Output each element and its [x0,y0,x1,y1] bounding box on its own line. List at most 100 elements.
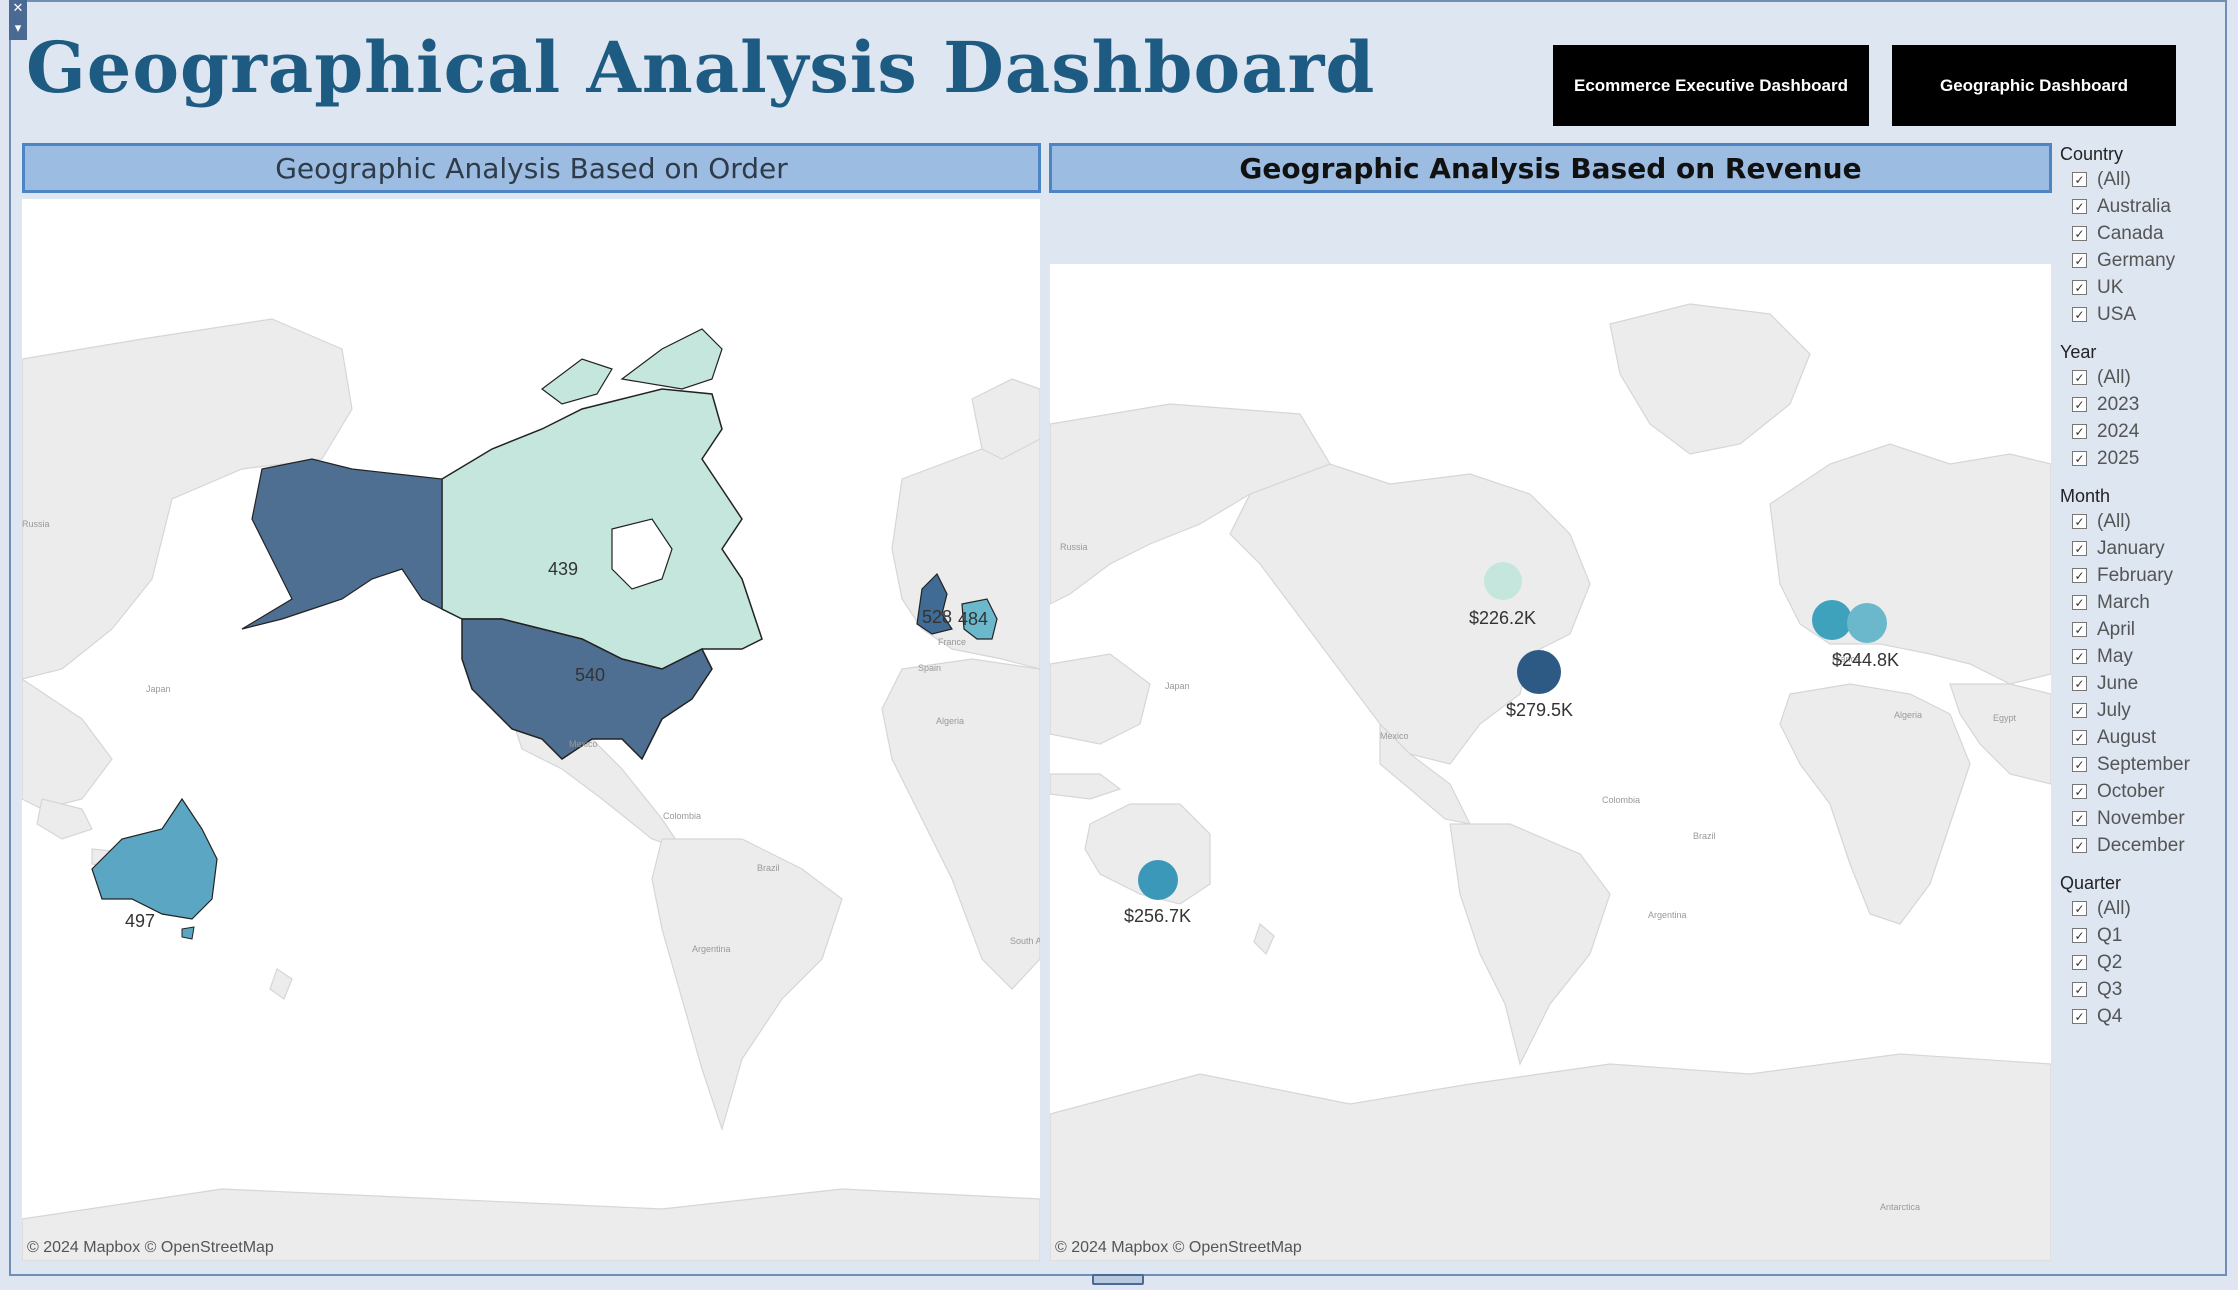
map-attribution: © 2024 Mapbox © OpenStreetMap [1055,1239,1302,1256]
filter-option[interactable]: ✓ UK [2060,274,2230,301]
filter-panel: Country ✓ (All) ✓ Australia ✓ Canada ✓ Germa… [2060,142,2230,1042]
filter-option[interactable]: ✓ (All) [2060,166,2230,193]
checkbox-icon[interactable]: ✓ [2072,172,2087,187]
uk-revenue-bubble[interactable] [1812,600,1852,640]
checkbox-icon[interactable]: ✓ [2072,307,2087,322]
checkbox-icon[interactable]: ✓ [2072,280,2087,295]
checkbox-icon[interactable]: ✓ [2072,541,2087,556]
filter-option[interactable]: ✓ 2023 [2060,391,2230,418]
month-filter: Month ✓ (All) ✓ January ✓ February ✓ March ✓… [2060,484,2230,859]
filter-option[interactable]: ✓ November [2060,805,2230,832]
revenue-map-title: Geographic Analysis Based on Revenue [1049,143,2052,193]
filter-option[interactable]: ✓ June [2060,670,2230,697]
checkbox-icon[interactable]: ✓ [2072,757,2087,772]
filter-option[interactable]: ✓ Q4 [2060,1003,2230,1030]
resize-handle[interactable] [1092,1274,1144,1285]
checkbox-icon[interactable]: ✓ [2072,622,2087,637]
canada-order-label: 439 [548,559,578,579]
checkbox-icon[interactable]: ✓ [2072,901,2087,916]
australia-revenue-bubble[interactable] [1138,860,1178,900]
filter-option[interactable]: ✓ Canada [2060,220,2230,247]
checkbox-icon[interactable]: ✓ [2072,397,2087,412]
checkbox-icon[interactable]: ✓ [2072,784,2087,799]
filter-option-label: August [2097,726,2157,748]
checkbox-icon[interactable]: ✓ [2072,514,2087,529]
checkbox-icon[interactable]: ✓ [2072,649,2087,664]
germany-region [961,598,998,640]
filter-option[interactable]: ✓ August [2060,724,2230,751]
filter-option[interactable]: ✓ USA [2060,301,2230,328]
map-label-russia: Russia [1060,542,1088,552]
usa-revenue-label: $279.5K [1506,700,1573,720]
map-label-mexico: Mexico [569,739,598,749]
window-controls[interactable]: ✕ ▾ [9,0,27,40]
checkbox-icon[interactable]: ✓ [2072,1009,2087,1024]
filter-option-label: June [2097,672,2139,694]
checkbox-icon[interactable]: ✓ [2072,703,2087,718]
filter-title: Country [2060,144,2124,164]
filter-option[interactable]: ✓ July [2060,697,2230,724]
filter-option[interactable]: ✓ Q1 [2060,922,2230,949]
checkbox-icon[interactable]: ✓ [2072,595,2087,610]
checkbox-icon[interactable]: ✓ [2072,370,2087,385]
checkbox-icon[interactable]: ✓ [2072,838,2087,853]
map-label-france: France [938,637,966,647]
filter-option-label: 2024 [2097,420,2140,442]
filter-option[interactable]: ✓ October [2060,778,2230,805]
checkbox-icon[interactable]: ✓ [2072,226,2087,241]
close-icon[interactable]: ✕ [12,1,24,16]
australia-region [91,797,218,920]
checkbox-icon[interactable]: ✓ [2072,955,2087,970]
checkbox-icon[interactable]: ✓ [2072,199,2087,214]
chevron-down-icon[interactable]: ▾ [14,21,22,36]
filter-title: Month [2060,486,2111,506]
usa-revenue-bubble[interactable] [1517,650,1561,694]
filter-option-label: Q1 [2097,924,2123,946]
filter-option[interactable]: ✓ (All) [2060,895,2230,922]
filter-option-label: September [2097,753,2190,775]
checkbox-icon[interactable]: ✓ [2072,568,2087,583]
filter-option-label: March [2097,591,2150,613]
order-map[interactable]: 439 540 497 528 484 Russia Japan Mexico … [22,199,1040,1261]
checkbox-icon[interactable]: ✓ [2072,811,2087,826]
page-title: Geographical Analysis Dashboard [26,26,1376,109]
ecommerce-dashboard-button[interactable]: Ecommerce Executive Dashboard [1553,45,1869,126]
revenue-map[interactable]: Russia Japan Mexico Colombia Brazil Arge… [1050,264,2051,1261]
filter-option[interactable]: ✓ September [2060,751,2230,778]
filter-option[interactable]: ✓ January [2060,535,2230,562]
filter-option[interactable]: ✓ December [2060,832,2230,859]
filter-option[interactable]: ✓ (All) [2060,508,2230,535]
map-label-russia: Russia [22,519,50,529]
filter-option[interactable]: ✓ 2025 [2060,445,2230,472]
filter-option-label: February [2097,564,2174,586]
geographic-dashboard-button[interactable]: Geographic Dashboard [1892,45,2176,126]
filter-option[interactable]: ✓ Australia [2060,193,2230,220]
filter-option[interactable]: ✓ Q3 [2060,976,2230,1003]
map-label-algeria: Algeria [936,716,964,726]
filter-option[interactable]: ✓ Q2 [2060,949,2230,976]
canada-revenue-label: $226.2K [1469,608,1536,628]
filter-option[interactable]: ✓ May [2060,643,2230,670]
map-label-argentina: Argentina [692,944,731,954]
checkbox-icon[interactable]: ✓ [2072,982,2087,997]
filter-title: Quarter [2060,873,2122,893]
germany-revenue-bubble[interactable] [1847,603,1887,643]
canada-revenue-bubble[interactable] [1484,562,1522,600]
filter-option[interactable]: ✓ 2024 [2060,418,2230,445]
checkbox-icon[interactable]: ✓ [2072,451,2087,466]
map-label-spain: Spain [918,663,941,673]
checkbox-icon[interactable]: ✓ [2072,928,2087,943]
checkbox-icon[interactable]: ✓ [2072,253,2087,268]
checkbox-icon[interactable]: ✓ [2072,676,2087,691]
checkbox-icon[interactable]: ✓ [2072,730,2087,745]
filter-option[interactable]: ✓ Germany [2060,247,2230,274]
checkbox-icon[interactable]: ✓ [2072,424,2087,439]
filter-option[interactable]: ✓ April [2060,616,2230,643]
filter-option[interactable]: ✓ February [2060,562,2230,589]
map-label-france: France [1832,654,1860,664]
filter-option-label: 2025 [2097,447,2140,469]
filter-option-label: Q3 [2097,978,2123,1000]
filter-option[interactable]: ✓ March [2060,589,2230,616]
filter-option[interactable]: ✓ (All) [2060,364,2230,391]
australia-order-label: 497 [125,911,155,931]
